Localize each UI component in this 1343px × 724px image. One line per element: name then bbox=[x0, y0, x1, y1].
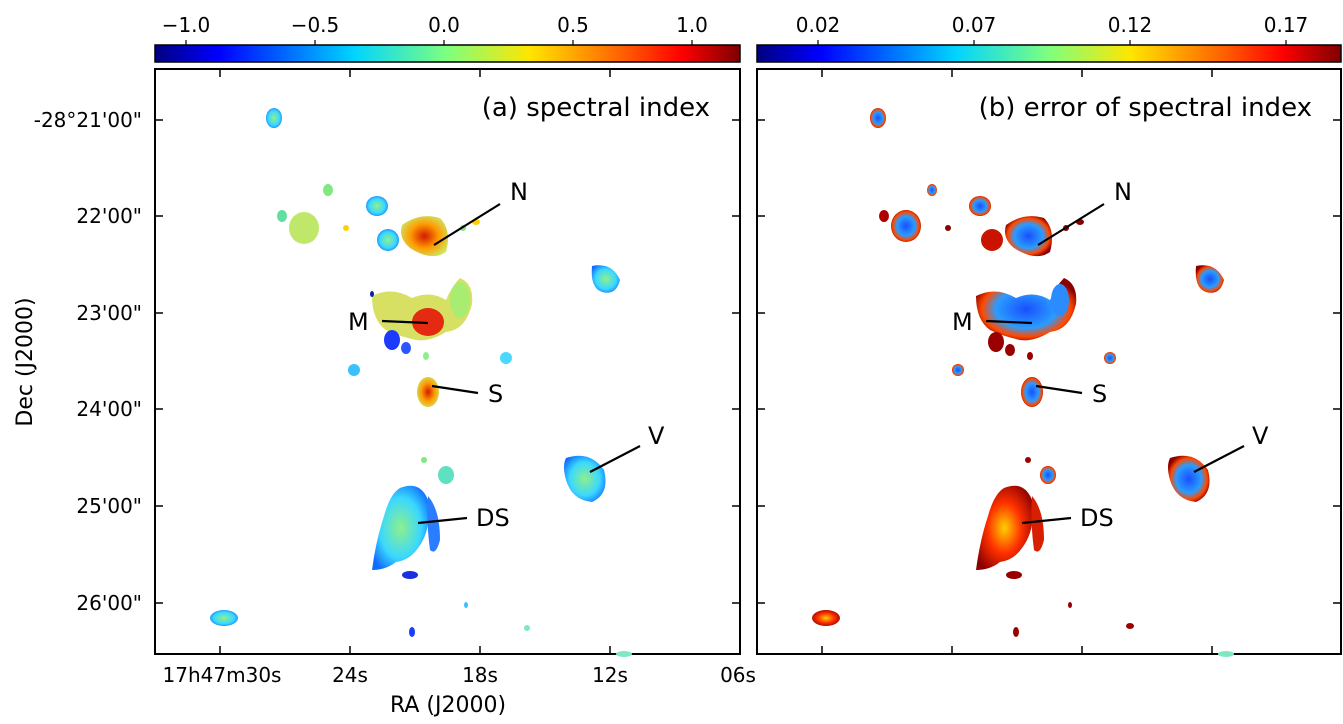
y-tick-4: 25'00" bbox=[76, 494, 142, 518]
x-tick-4: 06s bbox=[720, 663, 756, 687]
panel-a-annotation-m: M bbox=[348, 308, 369, 336]
x-tick-0: 17h47m30s bbox=[163, 663, 282, 687]
x-axis-label: RA (J2000) bbox=[390, 693, 506, 718]
panel-a-annotation-ds: DS bbox=[476, 504, 510, 532]
panel-a-annotation-s: S bbox=[488, 380, 503, 408]
panel-b: (b) error of spectral index N M S V DS bbox=[756, 68, 1342, 657]
panel-b-annotation-s: S bbox=[1092, 380, 1107, 408]
panel-a-annotation-v: V bbox=[648, 422, 665, 450]
panel-b-annotation-ds: DS bbox=[1080, 504, 1114, 532]
colorbar-a: −1.0 −0.5 0.0 0.5 1.0 bbox=[154, 13, 741, 63]
colorbar-a-tick-2: 0.0 bbox=[428, 13, 460, 37]
panel-b-annotation-n: N bbox=[1114, 178, 1132, 206]
y-tick-5: 26'00" bbox=[76, 591, 142, 615]
colorbar-a-tick-1: −0.5 bbox=[291, 13, 340, 37]
colorbar-a-tick-0: −1.0 bbox=[162, 13, 211, 37]
y-tick-2: 23'00" bbox=[76, 301, 142, 325]
x-tick-2: 18s bbox=[462, 663, 498, 687]
colorbar-b-tick-0: 0.02 bbox=[796, 13, 841, 37]
colorbar-b-tick-1: 0.07 bbox=[952, 13, 997, 37]
y-tick-3: 24'00" bbox=[76, 397, 142, 421]
colorbar-a-tick-4: 1.0 bbox=[676, 13, 708, 37]
panel-b-label: (b) error of spectral index bbox=[979, 93, 1312, 123]
x-axis: 17h47m30s 24s 18s 12s 06s RA (J2000) bbox=[163, 663, 756, 718]
panel-b-emission bbox=[812, 108, 1234, 657]
panel-a: (a) spectral index N M S V DS bbox=[154, 68, 741, 657]
y-axis-label: Dec (J2000) bbox=[13, 297, 38, 426]
colorbar-a-tick-3: 0.5 bbox=[557, 13, 589, 37]
y-tick-0: -28°21'00" bbox=[34, 108, 142, 132]
colorbar-b: 0.02 0.07 0.12 0.17 bbox=[756, 13, 1342, 63]
y-tick-1: 22'00" bbox=[76, 204, 142, 228]
x-tick-1: 24s bbox=[332, 663, 368, 687]
panel-b-annotation-v: V bbox=[1252, 422, 1269, 450]
x-tick-3: 12s bbox=[592, 663, 628, 687]
colorbar-b-tick-3: 0.17 bbox=[1264, 13, 1309, 37]
panel-a-label: (a) spectral index bbox=[482, 93, 710, 123]
colorbar-b-tick-2: 0.12 bbox=[1108, 13, 1153, 37]
panel-a-annotation-n: N bbox=[510, 178, 528, 206]
y-axis: -28°21'00" 22'00" 23'00" 24'00" 25'00" 2… bbox=[13, 108, 142, 615]
panel-b-annotation-m: M bbox=[952, 308, 973, 336]
